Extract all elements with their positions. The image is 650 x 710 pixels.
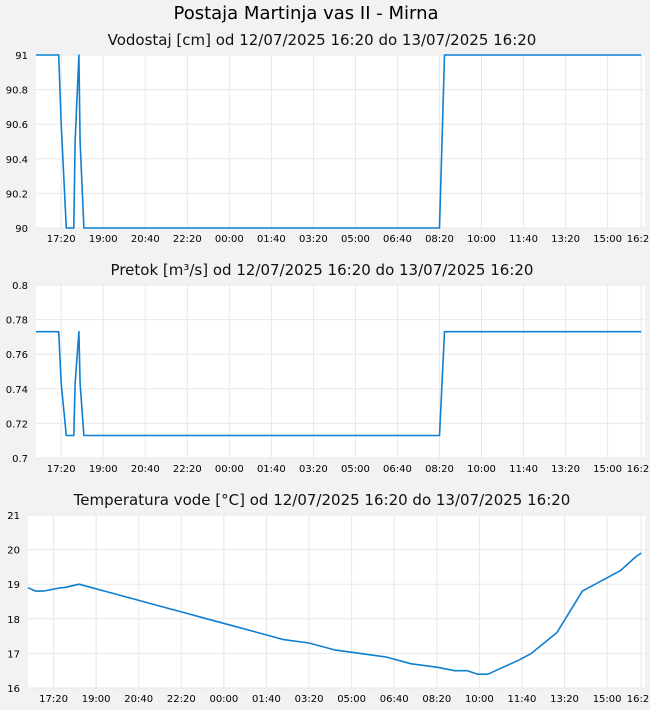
y-tick-label: 0.8 <box>12 281 28 292</box>
plot-area <box>36 285 645 458</box>
x-tick-label: 20:40 <box>131 464 160 475</box>
y-tick-label: 90.8 <box>6 86 28 97</box>
x-tick-label: 17:20 <box>47 234 76 245</box>
y-tick-label: 0.72 <box>6 419 28 430</box>
plot-area <box>36 55 645 228</box>
x-tick-label: 11:40 <box>509 234 538 245</box>
x-tick-label: 11:40 <box>509 464 538 475</box>
x-tick-label: 22:20 <box>167 694 196 705</box>
x-tick-label: 22:20 <box>173 464 202 475</box>
x-tick-label: 16:20 <box>627 694 650 705</box>
x-tick-label: 00:00 <box>215 234 244 245</box>
y-tick-label: 90.6 <box>6 120 28 131</box>
x-tick-label: 17:20 <box>39 694 68 705</box>
y-tick-label: 90.4 <box>6 155 28 166</box>
y-tick-label: 0.7 <box>12 454 28 465</box>
x-tick-label: 16:20 <box>627 234 650 245</box>
x-tick-label: 15:00 <box>593 234 622 245</box>
x-tick-label: 06:40 <box>383 234 412 245</box>
series-line <box>36 54 642 229</box>
x-tick-label: 15:00 <box>593 464 622 475</box>
x-tick-label: 06:40 <box>383 464 412 475</box>
chart-title: Temperatura vode [°C] od 12/07/2025 16:2… <box>73 491 571 509</box>
y-tick-label: 90 <box>15 224 28 235</box>
x-tick-label: 01:40 <box>252 694 281 705</box>
x-tick-label: 10:00 <box>467 464 496 475</box>
chart-title: Vodostaj [cm] od 12/07/2025 16:20 do 13/… <box>108 31 537 49</box>
x-tick-label: 00:00 <box>215 464 244 475</box>
y-tick-label: 17 <box>7 649 20 660</box>
x-tick-label: 10:00 <box>465 694 494 705</box>
y-tick-label: 19 <box>7 580 20 591</box>
x-tick-label: 22:20 <box>173 234 202 245</box>
x-tick-label: 03:20 <box>295 694 324 705</box>
x-tick-label: 15:00 <box>593 694 622 705</box>
x-tick-label: 08:20 <box>422 694 451 705</box>
x-tick-label: 08:20 <box>425 464 454 475</box>
x-tick-label: 19:00 <box>89 234 118 245</box>
y-tick-label: 90.2 <box>6 189 28 200</box>
x-tick-label: 19:00 <box>89 464 118 475</box>
x-tick-label: 10:00 <box>467 234 496 245</box>
y-tick-label: 0.74 <box>6 385 28 396</box>
series-line <box>36 330 642 437</box>
x-tick-label: 19:00 <box>82 694 111 705</box>
x-tick-label: 17:20 <box>47 464 76 475</box>
y-tick-label: 20 <box>7 546 20 557</box>
page-title: Postaja Martinja vas II - Mirna <box>173 3 439 24</box>
x-tick-label: 11:40 <box>508 694 537 705</box>
x-tick-label: 06:40 <box>380 694 409 705</box>
y-tick-label: 91 <box>15 51 28 62</box>
x-tick-label: 20:40 <box>124 694 153 705</box>
y-tick-label: 16 <box>7 684 20 695</box>
x-tick-label: 08:20 <box>425 234 454 245</box>
x-tick-label: 03:20 <box>299 234 328 245</box>
x-tick-label: 03:20 <box>299 464 328 475</box>
x-tick-label: 13:20 <box>550 694 579 705</box>
y-tick-label: 0.78 <box>6 316 28 327</box>
chart-title: Pretok [m³/s] od 12/07/2025 16:20 do 13/… <box>111 261 534 279</box>
x-tick-label: 05:00 <box>337 694 366 705</box>
x-tick-label: 01:40 <box>257 234 286 245</box>
x-tick-label: 05:00 <box>341 464 370 475</box>
x-tick-label: 05:00 <box>341 234 370 245</box>
x-tick-label: 13:20 <box>551 234 580 245</box>
x-tick-label: 16:20 <box>627 464 650 475</box>
x-tick-label: 20:40 <box>131 234 160 245</box>
y-tick-label: 0.76 <box>6 350 28 361</box>
x-tick-label: 01:40 <box>257 464 286 475</box>
series-line <box>27 552 642 675</box>
x-tick-label: 13:20 <box>551 464 580 475</box>
y-tick-label: 18 <box>7 615 20 626</box>
x-tick-label: 00:00 <box>209 694 238 705</box>
plot-area <box>28 515 645 688</box>
y-tick-label: 21 <box>7 511 20 522</box>
